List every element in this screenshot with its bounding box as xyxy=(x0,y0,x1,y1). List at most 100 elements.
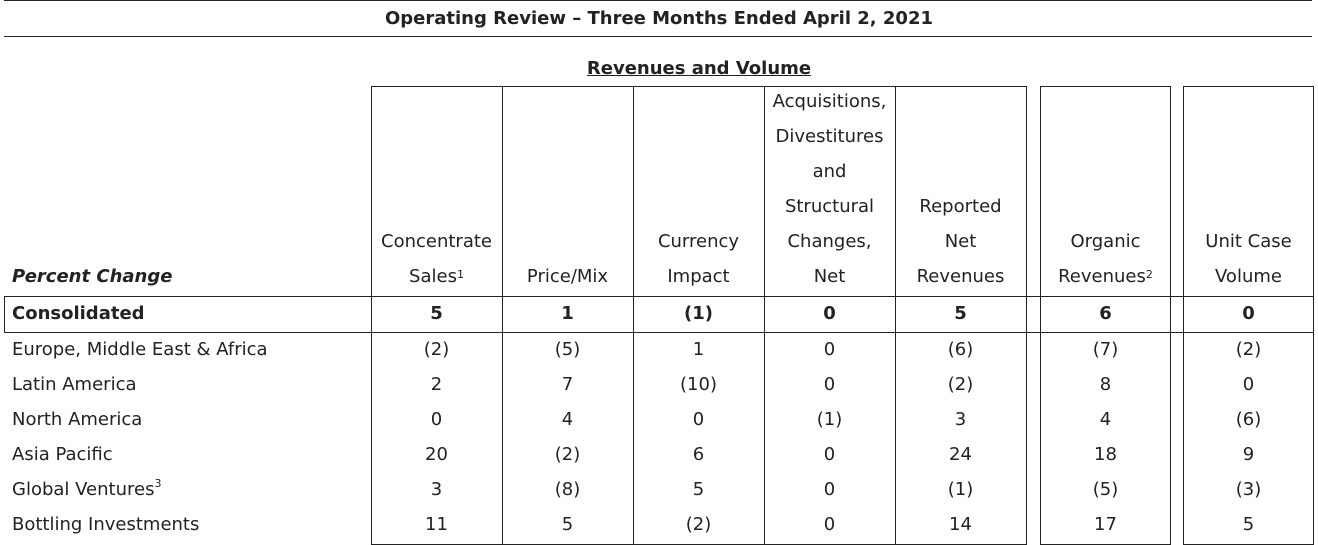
table-cell: 0 xyxy=(823,303,836,324)
table-cell: 9 xyxy=(1242,444,1255,465)
row-label: Asia Pacific xyxy=(12,444,113,465)
consolidated-rule xyxy=(4,332,1314,333)
column-header-line: Organic xyxy=(1070,231,1141,252)
table-cell: (1) xyxy=(684,303,713,324)
column-header-line: Unit Case xyxy=(1205,231,1292,252)
table-cell: 0 xyxy=(692,409,705,430)
row-label-text: Asia Pacific xyxy=(12,444,113,465)
column-divider xyxy=(764,86,765,545)
table-cell: 5 xyxy=(692,479,705,500)
table-cell: (1) xyxy=(947,479,974,500)
table-cell: 6 xyxy=(1099,303,1112,324)
column-header-line: Structural xyxy=(784,196,875,217)
column-header-line: Price/Mix xyxy=(526,266,609,287)
column-header-acquisitions: Acquisitions, Divestitures and Structural Ch… xyxy=(764,84,895,294)
row-label: North America xyxy=(12,409,142,430)
header-rule xyxy=(4,296,1314,297)
table-cell: (6) xyxy=(1235,409,1262,430)
row-label: Global Ventures3 xyxy=(12,477,162,500)
table-cell: 1 xyxy=(561,303,574,324)
table-cell: 7 xyxy=(561,374,574,395)
table-cell: 0 xyxy=(430,409,443,430)
table-cell: 5 xyxy=(561,514,574,535)
column-header-line: Divestitures xyxy=(775,126,884,147)
row-label-text: Consolidated xyxy=(12,303,145,324)
column-header-line: Changes, xyxy=(787,231,872,252)
table-cell: 6 xyxy=(692,444,705,465)
table-cell: 4 xyxy=(1099,409,1112,430)
table-cell: 1 xyxy=(692,339,705,360)
column-header-line: Acquisitions, xyxy=(772,91,887,112)
table-cell: (5) xyxy=(1092,479,1119,500)
row-label: Latin America xyxy=(12,374,137,395)
table-cell: 0 xyxy=(823,444,836,465)
table-cell: (10) xyxy=(680,374,717,395)
row-header: Percent Change xyxy=(12,266,173,287)
table-cell: 5 xyxy=(430,303,443,324)
column-divider xyxy=(633,86,634,545)
table-cell: 14 xyxy=(949,514,972,535)
table-cell: 3 xyxy=(954,409,967,430)
table-cell: 0 xyxy=(823,339,836,360)
column-header-unit-case-volume: Unit Case Volume xyxy=(1183,224,1314,294)
group-header: Revenues and Volume xyxy=(586,58,812,79)
table-cell: 24 xyxy=(949,444,972,465)
column-header-line: Reported xyxy=(919,196,1002,217)
column-header-line: Concentrate xyxy=(381,231,492,252)
row-label-text: Europe, Middle East & Africa xyxy=(12,339,268,360)
table-cell: 4 xyxy=(561,409,574,430)
column-header-line: Net xyxy=(944,231,977,252)
row-label-text: North America xyxy=(12,409,143,430)
table-cell: (2) xyxy=(1235,339,1262,360)
row-label-text: Bottling Investments xyxy=(12,514,200,535)
column-header-organic-revenues: Organic Revenues2 xyxy=(1040,224,1171,294)
title-rule xyxy=(4,36,1312,37)
table-cell: (6) xyxy=(947,339,974,360)
column-header-line: Impact xyxy=(667,266,730,287)
table-cell: 5 xyxy=(1242,514,1255,535)
page-title: Operating Review – Three Months Ended Ap… xyxy=(384,8,934,29)
table-cell: (2) xyxy=(423,339,450,360)
table-cell: 17 xyxy=(1094,514,1117,535)
column-header-concentrate-sales: Concentrate Sales1 xyxy=(371,224,502,294)
table-cell: 0 xyxy=(823,514,836,535)
table-cell: (2) xyxy=(947,374,974,395)
table-cell: 8 xyxy=(1099,374,1112,395)
footnote-marker: 1 xyxy=(456,268,464,281)
column-header-price-mix: Price/Mix xyxy=(502,259,633,294)
column-header-line: Volume xyxy=(1215,266,1282,287)
footnote-marker: 3 xyxy=(154,477,162,490)
table-cell: 18 xyxy=(1094,444,1117,465)
row-label: Europe, Middle East & Africa xyxy=(12,339,268,360)
table-cell: 20 xyxy=(425,444,448,465)
column-header-line: Revenues2 xyxy=(1058,266,1153,287)
table-cell: 0 xyxy=(1242,303,1255,324)
table-cell: 0 xyxy=(823,374,836,395)
table-cell: (1) xyxy=(816,409,843,430)
column-header-currency-impact: Currency Impact xyxy=(633,224,764,294)
table-cell: (3) xyxy=(1235,479,1262,500)
table-cell: 2 xyxy=(430,374,443,395)
table-cell: (5) xyxy=(554,339,581,360)
table-cell: 3 xyxy=(430,479,443,500)
table-cell: 0 xyxy=(1242,374,1255,395)
row-label: Bottling Investments xyxy=(12,514,199,535)
table-cell: (7) xyxy=(1092,339,1119,360)
row-label: Consolidated xyxy=(12,303,145,324)
column-header-line: Revenues xyxy=(916,266,1005,287)
column-header-line: Net xyxy=(813,266,846,287)
table-cell: (2) xyxy=(685,514,712,535)
table-cell: 0 xyxy=(823,479,836,500)
footnote-marker: 2 xyxy=(1145,268,1153,281)
table-cell: 5 xyxy=(954,303,967,324)
column-header-line: and xyxy=(812,161,847,182)
table-cell: 11 xyxy=(425,514,448,535)
column-divider xyxy=(502,86,503,545)
table-cell: (2) xyxy=(554,444,581,465)
column-divider xyxy=(895,86,896,545)
consolidated-left-border xyxy=(4,296,5,333)
column-header-line: Sales1 xyxy=(409,266,464,287)
row-label-text: Global Ventures xyxy=(12,479,155,500)
column-header-reported-net-revenues: Reported Net Revenues xyxy=(895,189,1026,294)
top-rule xyxy=(4,0,1312,1)
